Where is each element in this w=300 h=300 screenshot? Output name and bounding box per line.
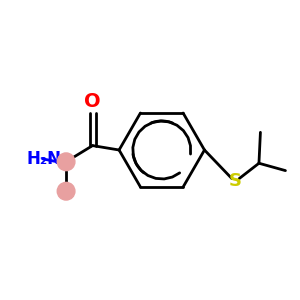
Circle shape (57, 182, 75, 200)
Text: S: S (229, 172, 242, 190)
Text: H₂N: H₂N (26, 150, 61, 168)
Circle shape (57, 153, 75, 171)
Text: O: O (84, 92, 101, 111)
